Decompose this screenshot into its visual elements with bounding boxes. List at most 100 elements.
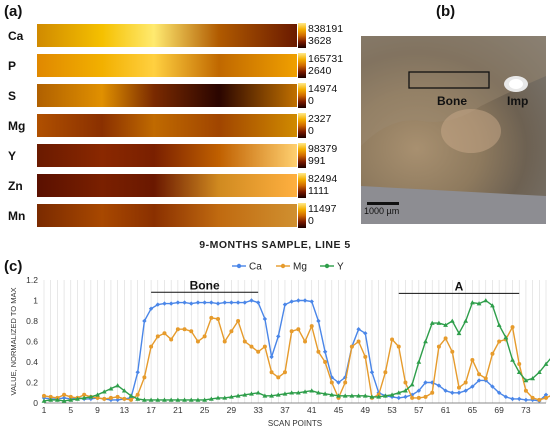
data-point-mg (42, 393, 46, 398)
data-point-y (443, 322, 448, 327)
data-point-y (356, 393, 361, 398)
y-tick-label: 1 (33, 296, 38, 306)
imp-label: Imp (507, 94, 529, 108)
data-point-ca (229, 300, 234, 305)
data-point-mg (323, 360, 328, 364)
data-point-mg (249, 344, 254, 349)
data-point-mg (296, 327, 301, 332)
data-point-y (88, 394, 94, 399)
x-tick-label: 1 (42, 405, 47, 415)
data-point-ca (182, 300, 187, 305)
legend-label-y: Y (337, 262, 344, 273)
data-point-ca (510, 396, 515, 402)
data-point-y (436, 320, 442, 325)
data-point-y (369, 394, 375, 399)
y-tick-label: 0.4 (26, 357, 38, 367)
data-point-mg (329, 380, 334, 385)
data-point-ca (282, 302, 288, 307)
data-point-y (168, 397, 174, 402)
data-point-y (222, 395, 228, 400)
data-point-ca (48, 396, 53, 402)
x-tick-label: 49 (361, 405, 371, 415)
data-point-mg (122, 396, 127, 401)
data-point-ca (255, 300, 261, 305)
data-point-ca (41, 395, 47, 401)
data-point-ca (456, 390, 462, 395)
data-point-mg (497, 339, 502, 344)
colorbar-min-p: 2640 (308, 65, 332, 77)
data-point-y (175, 397, 181, 402)
data-point-mg (303, 339, 308, 344)
data-point-y (101, 389, 107, 394)
data-point-y (235, 393, 241, 398)
colorbar-max-s: 14974 (308, 83, 338, 95)
data-point-mg (108, 395, 113, 400)
data-point-mg (162, 331, 167, 336)
data-point-mg (349, 344, 354, 349)
data-point-ca (503, 394, 509, 400)
data-point-y (128, 393, 134, 398)
data-point-ca (88, 396, 94, 402)
data-point-mg (102, 396, 107, 401)
data-point-mg (456, 385, 461, 390)
colorbar-min-y: 991 (308, 155, 326, 167)
data-point-ca (356, 327, 361, 332)
x-tick-label: 53 (387, 405, 397, 415)
colorbar-max-p: 165731 (308, 53, 344, 65)
data-point-y (188, 397, 194, 402)
data-point-y (456, 330, 462, 336)
data-point-ca (175, 300, 181, 305)
data-point-y (95, 392, 100, 397)
data-point-y (242, 392, 248, 397)
element-label-p: P (8, 59, 17, 73)
data-point-y (269, 393, 274, 398)
data-point-ca (302, 298, 308, 303)
data-point-mg (423, 394, 428, 399)
series-line-ca (43, 299, 547, 402)
data-point-mg (195, 339, 200, 344)
x-axis-label: SCAN POINTS (268, 419, 322, 428)
data-point-mg (416, 395, 421, 400)
data-point-y (322, 391, 328, 396)
data-point-ca (209, 300, 214, 305)
data-point-mg (189, 329, 194, 334)
scan-region-box (408, 71, 490, 89)
data-point-mg (443, 336, 448, 341)
data-point-y (135, 396, 141, 401)
data-point-mg (216, 316, 221, 321)
data-point-y (483, 298, 489, 303)
data-point-y (255, 390, 261, 395)
data-point-mg (229, 329, 234, 334)
y-tick-label: 0.8 (26, 316, 38, 326)
data-point-ca (262, 316, 268, 322)
data-point-y (503, 335, 509, 340)
colorbar-mn (298, 203, 306, 228)
data-point-ca (436, 383, 442, 388)
data-point-y (510, 357, 515, 362)
data-point-y (536, 369, 542, 375)
data-point-mg (202, 334, 207, 339)
colorbar-max-y: 98379 (308, 143, 338, 155)
data-point-mg (262, 344, 267, 349)
data-point-ca (409, 392, 415, 397)
data-point-ca (135, 370, 140, 375)
data-point-mg (282, 370, 287, 375)
y-tick-label: 0.2 (26, 378, 38, 388)
element-label-y: Y (8, 149, 17, 163)
data-point-ca (108, 397, 114, 403)
data-point-mg (356, 339, 361, 344)
data-point-mg (82, 392, 87, 397)
x-tick-label: 21 (173, 405, 183, 415)
data-point-y (449, 318, 455, 323)
figure-title: 9-MONTHS SAMPLE, LINE 5 (199, 239, 351, 251)
data-point-ca (523, 397, 529, 403)
data-point-ca (162, 301, 167, 306)
data-point-mg (175, 327, 180, 332)
data-point-mg (530, 395, 535, 400)
element-map-s (36, 83, 298, 108)
data-point-y (208, 396, 214, 401)
scalebar-label: 1000 µm (364, 206, 400, 216)
data-point-ca (349, 344, 355, 349)
data-point-y (476, 301, 482, 306)
x-tick-label: 57 (414, 405, 424, 415)
